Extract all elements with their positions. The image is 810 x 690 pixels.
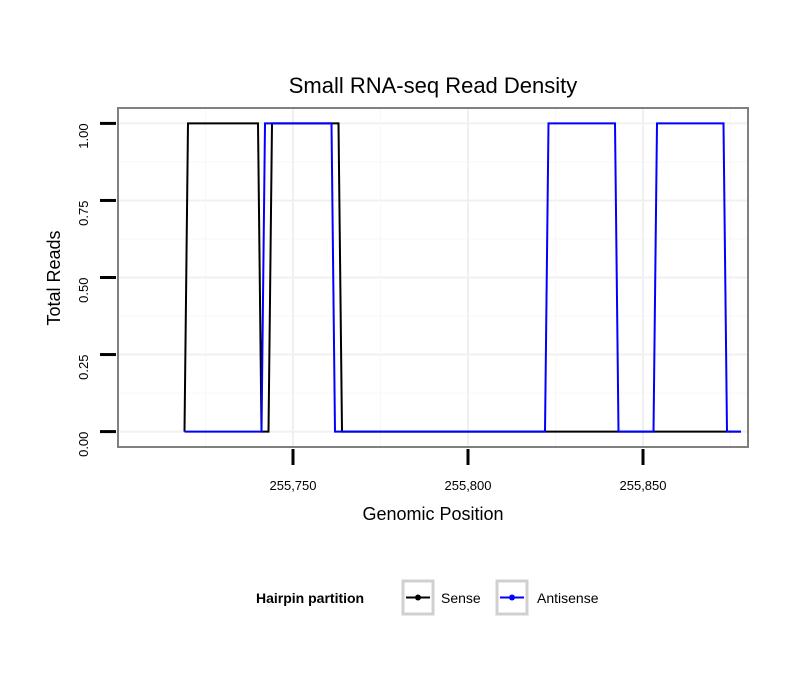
legend-label-antisense: Antisense <box>537 590 599 606</box>
y-axis: 0.00 0.25 0.50 0.75 1.00 <box>76 121 116 457</box>
y-tick-label: 1.00 <box>76 123 91 148</box>
x-tick-label: 255,750 <box>270 478 317 493</box>
x-tick-label: 255,850 <box>620 478 667 493</box>
y-tick-label: 0.75 <box>76 201 91 226</box>
legend-title: Hairpin partition <box>256 590 364 606</box>
chart-title: Small RNA-seq Read Density <box>289 73 578 98</box>
y-tick-label: 0.25 <box>76 355 91 380</box>
x-axis: 255,750 255,800 255,850 <box>270 449 667 493</box>
series-line-antisense <box>184 122 741 433</box>
y-axis-title: Total Reads <box>44 230 64 325</box>
x-axis-title: Genomic Position <box>362 504 503 524</box>
legend-key-sense-point <box>415 594 421 601</box>
legend-item-antisense: Antisense <box>495 579 599 616</box>
legend-key-antisense-point <box>509 594 515 601</box>
series-line-sense <box>183 122 741 433</box>
legend-item-sense: Sense <box>401 579 481 616</box>
y-tick-label: 0.00 <box>76 432 91 457</box>
legend-label-sense: Sense <box>441 590 481 606</box>
legend: Hairpin partition Sense Antisense <box>256 579 599 616</box>
plot-panel <box>117 107 749 448</box>
x-tick-label: 255,800 <box>445 478 492 493</box>
plot-border <box>117 107 749 448</box>
series-layer <box>183 122 741 433</box>
y-tick-label: 0.50 <box>76 278 91 303</box>
